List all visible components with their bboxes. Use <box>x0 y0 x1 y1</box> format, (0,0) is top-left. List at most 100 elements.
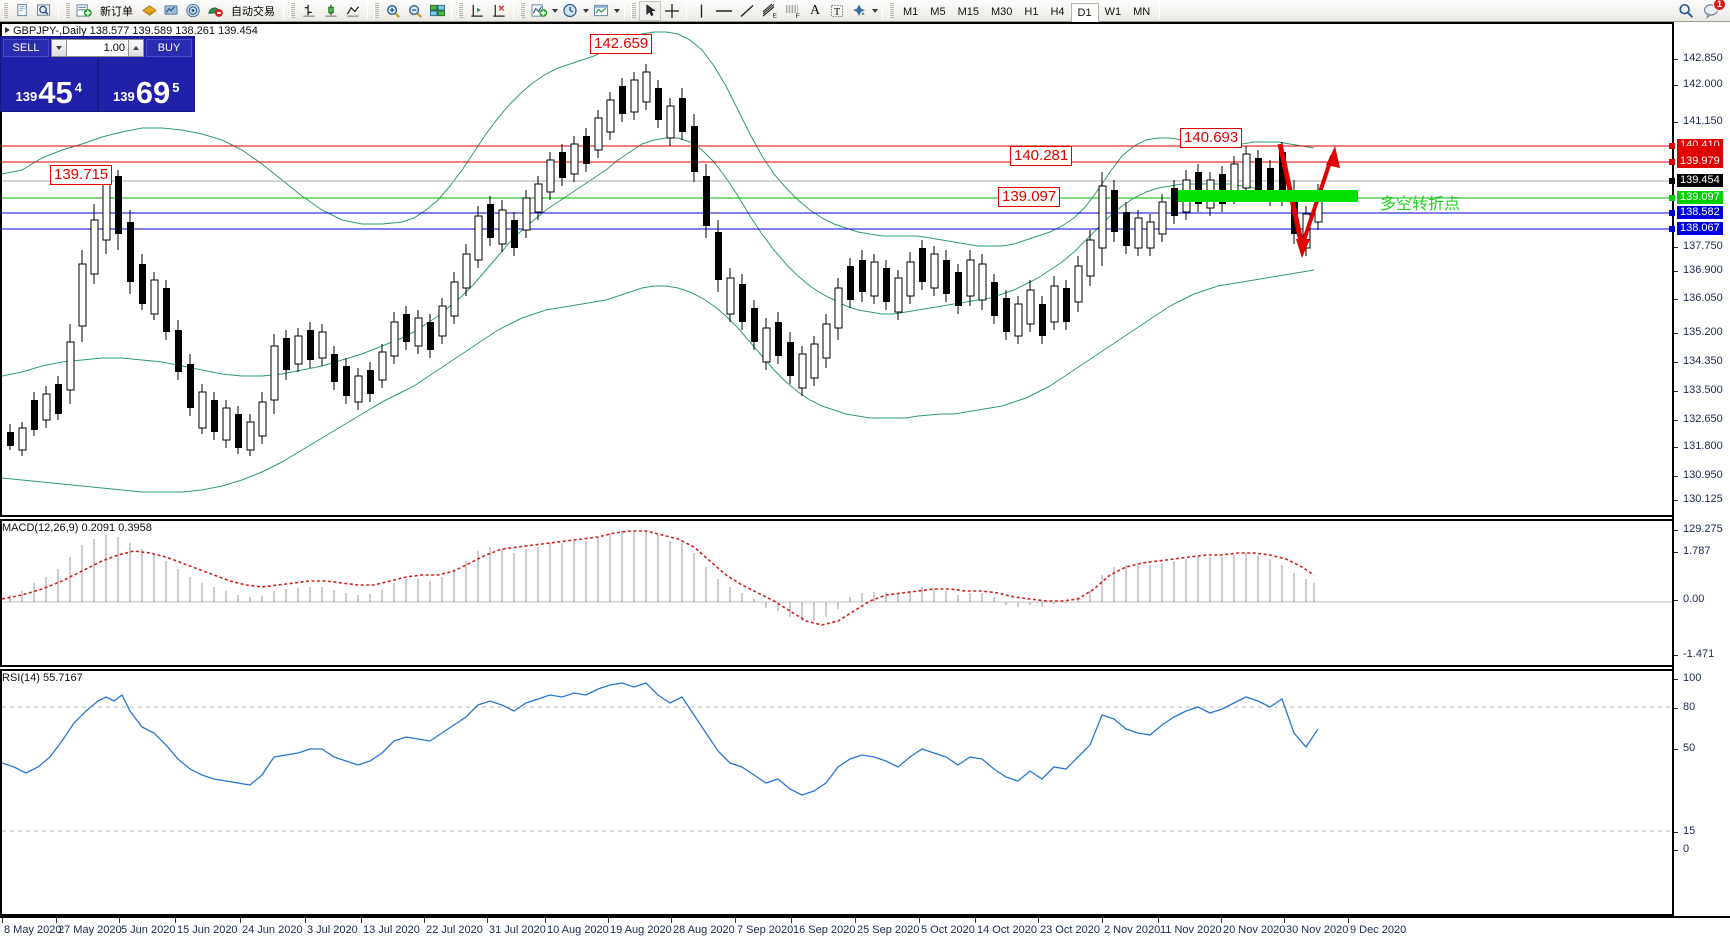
text-icon[interactable]: A <box>809 2 821 18</box>
timeframe-group: M1 M5 M15 M30 H1 H4 D1 W1 MN <box>897 0 1156 22</box>
bar-chart-icon[interactable] <box>298 1 320 21</box>
price-drag-handle[interactable] <box>1669 210 1675 216</box>
annotation-139-097[interactable]: 139.097 <box>998 187 1061 207</box>
date-tick-label: 3 Jul 2020 <box>307 924 358 936</box>
chart-window[interactable]: 142.659 139.715 140.281 140.693 139.097 多空转折… <box>0 22 1730 942</box>
price-drag-handle[interactable] <box>1669 159 1675 165</box>
line-chart-icon[interactable] <box>342 1 364 21</box>
price-label-138-067[interactable]: 138.067 <box>1677 222 1723 235</box>
buy-price-display[interactable]: 139 69 5 <box>99 59 195 111</box>
annotation-140-281[interactable]: 140.281 <box>1010 146 1073 166</box>
one-click-trading-panel[interactable]: SELL 1.00 BUY 139 45 4 139 69 5 <box>0 36 195 112</box>
signals-icon[interactable] <box>182 1 204 21</box>
timeframe-m1[interactable]: M1 <box>903 6 919 18</box>
text-label-icon[interactable]: T <box>826 1 848 21</box>
volume-stepper[interactable]: 1.00 <box>51 39 144 57</box>
candlestick-series <box>7 64 1323 456</box>
price-plot-area[interactable]: 142.659 139.715 140.281 140.693 139.097 多空转折… <box>2 24 1672 515</box>
horizontal-line-icon[interactable] <box>712 1 736 21</box>
cursor-icon[interactable] <box>639 0 661 21</box>
expert-advisor-icon[interactable] <box>204 1 226 21</box>
toolbar-grip[interactable] <box>889 2 894 19</box>
vertical-line-icon[interactable] <box>690 1 712 21</box>
price-drag-handle[interactable] <box>1669 143 1675 149</box>
templates-icon[interactable] <box>590 1 612 21</box>
price-tick-label: 1.787 <box>1683 545 1711 557</box>
toolbar-grip[interactable] <box>3 2 8 19</box>
terminal-icon[interactable] <box>160 1 182 21</box>
zoom-out-icon[interactable] <box>404 1 426 21</box>
chevron-down-icon[interactable] <box>870 2 879 20</box>
sell-button[interactable]: SELL <box>3 39 49 57</box>
chart-shift-icon[interactable] <box>466 1 488 21</box>
volume-input[interactable]: 1.00 <box>67 39 128 57</box>
timeframe-h4[interactable]: H4 <box>1050 6 1065 18</box>
new-order-label[interactable]: 新订单 <box>100 5 133 18</box>
rsi-plot-area[interactable] <box>2 671 1672 914</box>
auto-trading-label[interactable]: 自动交易 <box>231 5 275 18</box>
price-scale[interactable]: 142.850 142.000 141.150 140.410 140.100 139.9… <box>1669 22 1730 916</box>
tile-windows-icon[interactable] <box>426 1 448 21</box>
data-window-icon[interactable] <box>33 1 55 21</box>
annotation-140-693[interactable]: 140.693 <box>1180 128 1243 148</box>
equidistant-channel-icon[interactable]: E <box>758 1 781 21</box>
toolbar-grip[interactable] <box>520 2 525 19</box>
toolbar-grip[interactable] <box>65 2 70 19</box>
chevron-down-icon[interactable] <box>581 2 590 20</box>
timeframe-m30[interactable]: M30 <box>990 6 1013 18</box>
timeframe-h1[interactable]: H1 <box>1024 6 1039 18</box>
trendline-icon[interactable] <box>736 1 758 21</box>
price-label-139-979[interactable]: 139.979 <box>1677 155 1723 168</box>
toolbar-grip[interactable] <box>290 2 295 19</box>
fibonacci-retracement-icon[interactable]: F <box>781 1 804 21</box>
toolbar-separator <box>283 2 284 19</box>
timeframe-m5[interactable]: M5 <box>930 6 946 18</box>
rsi-line <box>2 682 1319 796</box>
buy-button[interactable]: BUY <box>146 39 192 57</box>
timeframe-d1[interactable]: D1 <box>1070 2 1099 22</box>
shapes-icon[interactable] <box>848 1 870 21</box>
new-document-icon[interactable] <box>11 1 33 21</box>
price-label-138-582[interactable]: 138.582 <box>1677 206 1723 219</box>
autochartist-icon[interactable] <box>138 1 160 21</box>
toolbar-grip[interactable] <box>374 2 379 19</box>
crosshair-icon[interactable] <box>661 1 683 21</box>
price-tick <box>1674 530 1678 531</box>
price-drag-handle[interactable] <box>1669 178 1675 184</box>
price-drag-handle[interactable] <box>1669 195 1675 201</box>
search-icon[interactable] <box>1675 1 1697 21</box>
annotation-142-659[interactable]: 142.659 <box>590 34 653 54</box>
auto-scroll-icon[interactable] <box>488 1 510 21</box>
rsi-panel[interactable]: RSI(14) 55.7167 <box>0 669 1674 916</box>
period-clock-icon[interactable] <box>559 1 581 21</box>
price-tick-label: 130.125 <box>1683 493 1723 505</box>
toolbar-separator <box>882 2 883 19</box>
toolbar-grip[interactable] <box>631 2 636 19</box>
toolbar-grip[interactable] <box>458 2 463 19</box>
chevron-down-icon[interactable] <box>612 2 621 20</box>
macd-plot-area[interactable] <box>2 521 1672 665</box>
zoom-in-icon[interactable] <box>382 1 404 21</box>
price-label-139-454[interactable]: 139.454 <box>1677 174 1723 187</box>
date-tick <box>1158 918 1159 923</box>
price-chart-panel[interactable]: 142.659 139.715 140.281 140.693 139.097 多空转折… <box>0 22 1674 517</box>
candlestick-chart-icon[interactable] <box>320 1 342 21</box>
macd-panel[interactable]: MACD(12,26,9) 0.2091 0.3958 <box>0 519 1674 667</box>
chevron-down-icon[interactable] <box>550 2 559 20</box>
date-tick <box>545 918 546 923</box>
notifications-icon[interactable]: 1 <box>1701 0 1726 21</box>
price-drag-handle[interactable] <box>1669 226 1675 232</box>
new-order-icon[interactable] <box>73 1 95 21</box>
price-label-139-097[interactable]: 139.097 <box>1677 191 1723 204</box>
volume-decrease-button[interactable] <box>51 39 67 57</box>
sell-price-display[interactable]: 139 45 4 <box>1 59 97 111</box>
timeframe-mn[interactable]: MN <box>1133 6 1151 18</box>
collapse-triangle-icon[interactable] <box>5 27 10 33</box>
timeframe-w1[interactable]: W1 <box>1104 6 1122 18</box>
price-tick <box>1674 600 1678 601</box>
timeframe-m15[interactable]: M15 <box>957 6 979 18</box>
indicators-icon[interactable] <box>528 1 550 21</box>
volume-increase-button[interactable] <box>128 39 144 57</box>
annotation-139-715[interactable]: 139.715 <box>50 165 113 185</box>
date-tick-label: 31 Jul 2020 <box>489 924 546 936</box>
